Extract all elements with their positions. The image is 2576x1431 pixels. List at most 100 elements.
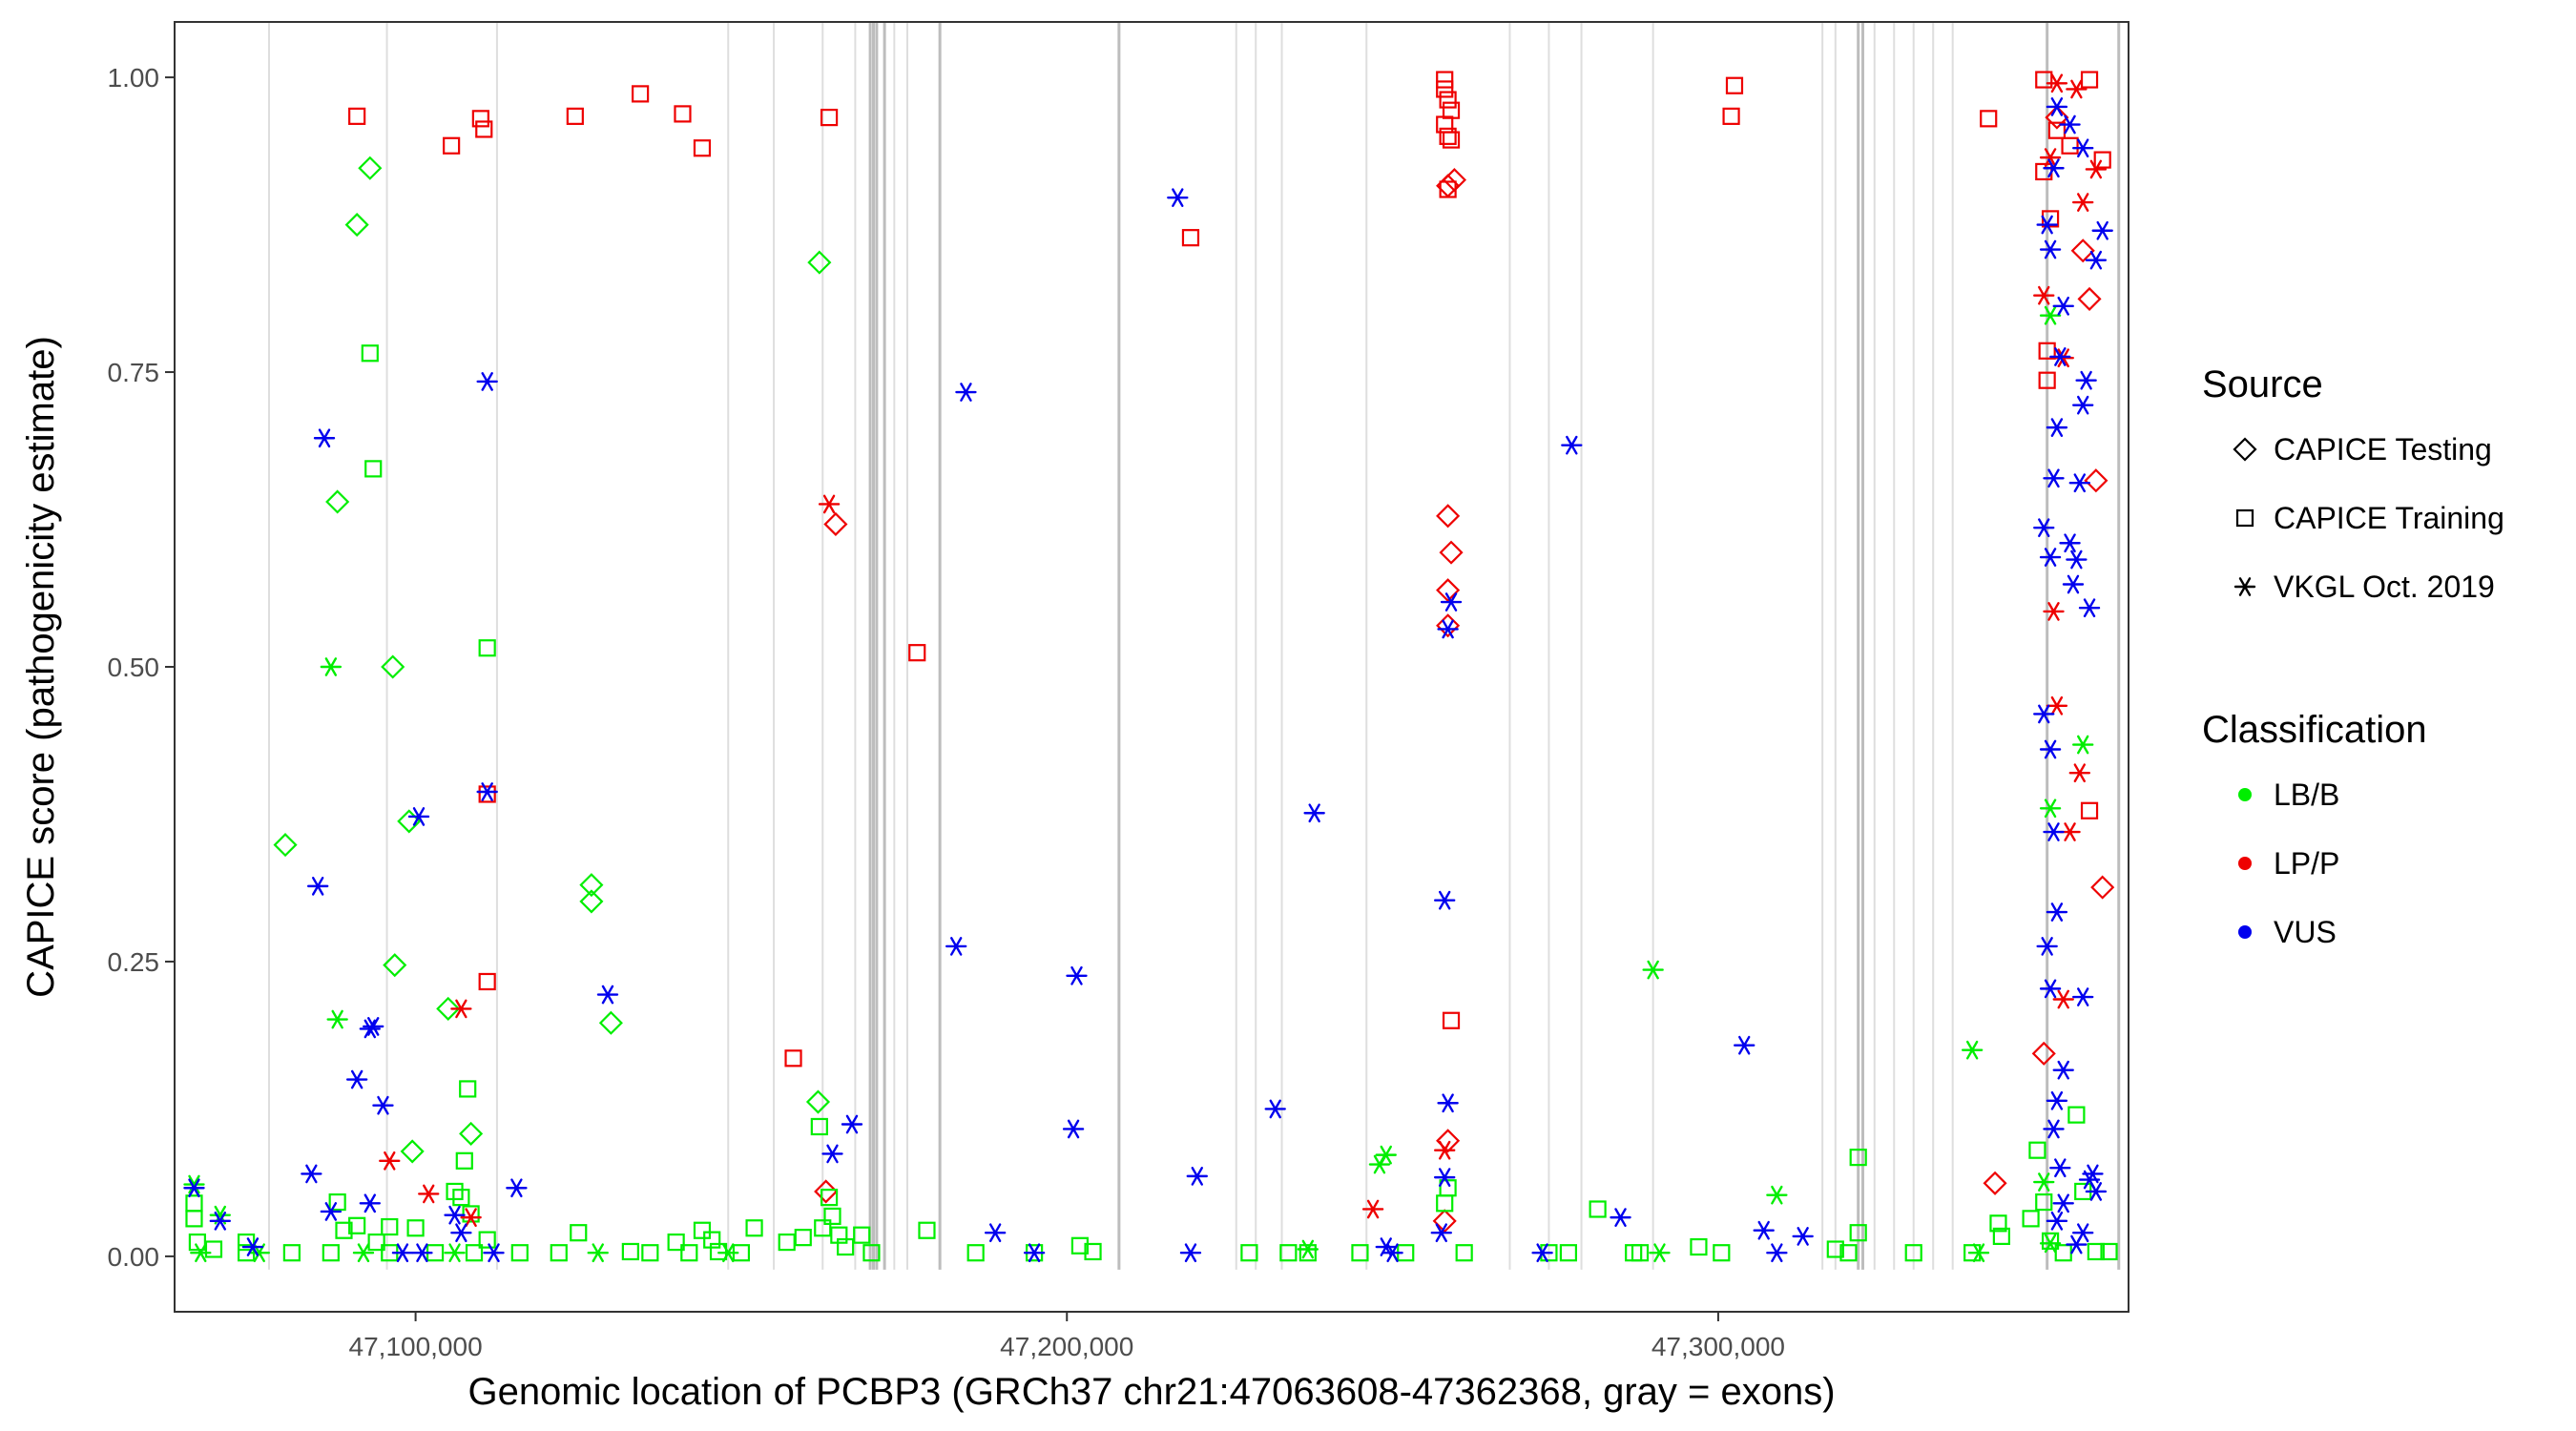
data-point xyxy=(383,953,407,978)
legend-key-diamond xyxy=(2233,437,2257,462)
data-point xyxy=(506,1178,528,1198)
data-point xyxy=(1849,1224,1867,1242)
data-point xyxy=(794,1229,812,1247)
data-point xyxy=(450,999,472,1019)
data-point xyxy=(2039,148,2062,167)
data-point xyxy=(2059,114,2081,135)
data-point xyxy=(1436,80,1454,98)
data-point xyxy=(1434,890,1456,910)
data-point xyxy=(306,877,329,896)
data-point xyxy=(1062,1119,1085,1139)
data-point xyxy=(1264,1099,1286,1119)
data-point xyxy=(510,1244,529,1262)
plot-panel-border xyxy=(174,21,2129,1313)
data-point xyxy=(818,494,841,514)
data-point xyxy=(955,383,977,402)
data-point xyxy=(320,1202,343,1221)
data-point xyxy=(805,1089,831,1114)
series-asterisk-vus xyxy=(183,97,2113,1263)
data-point xyxy=(2039,798,2062,819)
axis-ticks: 0.00 0.25 0.50 0.75 1.00 47,100,000 47,200,000… xyxy=(108,63,1785,1361)
data-point xyxy=(2033,518,2055,538)
data-point xyxy=(2072,987,2094,1006)
data-point xyxy=(1826,1240,1844,1258)
data-point xyxy=(693,139,712,157)
data-point xyxy=(1610,1208,1631,1227)
data-point xyxy=(1442,101,1461,119)
data-point xyxy=(2031,1041,2056,1066)
data-point xyxy=(1690,1237,1708,1256)
legend-key-dot xyxy=(2238,857,2252,870)
data-point xyxy=(693,1221,712,1239)
data-point xyxy=(322,1244,340,1262)
data-point xyxy=(320,657,343,676)
data-point xyxy=(2061,136,2079,155)
data-point xyxy=(1279,1244,1298,1262)
data-point xyxy=(1179,1243,1202,1263)
data-point xyxy=(821,1144,843,1164)
data-point xyxy=(381,654,405,679)
data-point xyxy=(1084,1242,1102,1261)
data-point xyxy=(241,1237,264,1256)
data-point xyxy=(301,1164,322,1184)
data-point xyxy=(2043,602,2065,621)
data-point xyxy=(632,85,650,103)
legend-classification-title: Classification xyxy=(2202,709,2427,751)
data-point xyxy=(2036,215,2058,235)
data-point xyxy=(1361,1199,1384,1219)
data-point xyxy=(444,1205,466,1225)
data-point xyxy=(1442,1011,1461,1029)
data-point xyxy=(462,1205,480,1223)
y-axis-title: CAPICE score (pathogenicity estimate) xyxy=(20,336,62,998)
data-point xyxy=(2077,286,2102,311)
data-point xyxy=(1434,1168,1456,1187)
legend-source-testing-label: CAPICE Testing xyxy=(2274,432,2492,467)
data-point xyxy=(1649,1243,1671,1263)
data-point xyxy=(853,1226,871,1244)
data-point xyxy=(2043,822,2065,841)
data-point xyxy=(1561,435,1583,455)
data-point xyxy=(459,1121,484,1146)
data-point xyxy=(1642,960,1664,980)
data-point xyxy=(1734,1035,1755,1055)
data-point xyxy=(1442,131,1461,149)
data-point xyxy=(1989,1214,2007,1233)
data-point xyxy=(2043,1119,2065,1139)
data-point xyxy=(2033,704,2055,724)
data-point xyxy=(2084,468,2109,493)
data-point xyxy=(1439,127,1457,145)
data-point xyxy=(862,1244,881,1262)
data-point xyxy=(1631,1244,1650,1262)
data-point xyxy=(1436,613,1461,638)
data-point xyxy=(381,1217,399,1236)
data-point xyxy=(2046,695,2068,716)
data-point xyxy=(1753,1220,1775,1240)
data-point xyxy=(352,1243,375,1263)
data-point xyxy=(1437,1093,1459,1113)
data-point xyxy=(2039,239,2062,259)
data-point xyxy=(2049,347,2071,366)
data-point xyxy=(325,489,350,514)
data-point xyxy=(2072,138,2094,158)
data-point xyxy=(379,1151,401,1171)
data-point xyxy=(478,1231,496,1249)
data-point xyxy=(2022,1210,2040,1228)
data-point xyxy=(1186,1167,1208,1186)
data-point xyxy=(359,1019,381,1039)
data-point xyxy=(680,1244,698,1262)
data-point xyxy=(185,1210,203,1228)
data-point xyxy=(476,782,498,801)
data-point xyxy=(2091,220,2113,240)
data-point xyxy=(2033,1172,2055,1192)
data-point xyxy=(2090,875,2115,900)
data-point xyxy=(596,985,619,1005)
data-point xyxy=(397,809,422,834)
data-point xyxy=(452,1189,470,1207)
data-point xyxy=(1375,1145,1397,1165)
data-point xyxy=(1437,619,1459,639)
data-point xyxy=(348,1216,366,1234)
legend-source-title: Source xyxy=(2202,363,2323,405)
y-tick-label: 0.25 xyxy=(108,947,160,977)
data-point xyxy=(2043,158,2065,178)
data-point xyxy=(2046,902,2068,922)
